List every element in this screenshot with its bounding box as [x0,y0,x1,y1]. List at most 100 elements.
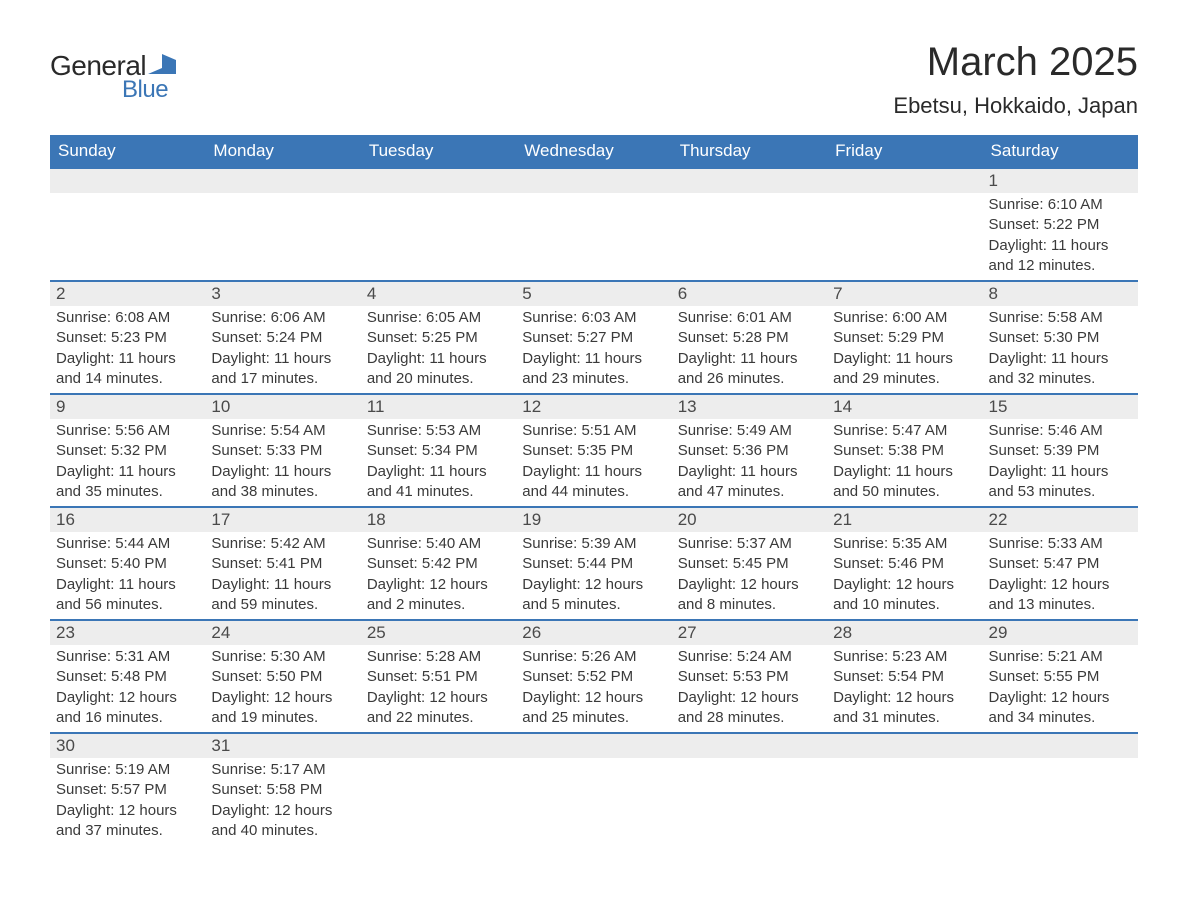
header: General Blue March 2025 Ebetsu, Hokkaido… [50,40,1138,119]
day-data: Sunrise: 5:31 AMSunset: 5:48 PMDaylight:… [50,645,205,732]
day-number: 29 [983,621,1138,645]
day-dl2: and 56 minutes. [56,595,199,615]
day-number: 12 [516,395,671,419]
day-sunset: Sunset: 5:32 PM [56,441,199,461]
calendar-table: Sunday Monday Tuesday Wednesday Thursday… [50,135,1138,845]
day-dl1: Daylight: 12 hours [989,575,1132,595]
day-data: Sunrise: 5:47 AMSunset: 5:38 PMDaylight:… [827,419,982,506]
day-data [205,193,360,280]
day-data: Sunrise: 6:06 AMSunset: 5:24 PMDaylight:… [205,306,360,393]
day-number: 4 [361,282,516,306]
day-sunrise: Sunrise: 5:42 AM [211,534,354,554]
day-sunrise: Sunrise: 5:33 AM [989,534,1132,554]
day-dl2: and 37 minutes. [56,821,199,841]
calendar-cell: 16Sunrise: 5:44 AMSunset: 5:40 PMDayligh… [50,507,205,620]
calendar-week-row: 23Sunrise: 5:31 AMSunset: 5:48 PMDayligh… [50,620,1138,733]
day-sunset: Sunset: 5:29 PM [833,328,976,348]
day-dl2: and 22 minutes. [367,708,510,728]
calendar-cell [50,168,205,281]
day-dl1: Daylight: 11 hours [56,575,199,595]
day-sunset: Sunset: 5:54 PM [833,667,976,687]
day-data: Sunrise: 6:08 AMSunset: 5:23 PMDaylight:… [50,306,205,393]
day-sunrise: Sunrise: 6:03 AM [522,308,665,328]
day-sunset: Sunset: 5:40 PM [56,554,199,574]
day-dl1: Daylight: 12 hours [522,688,665,708]
day-number: 10 [205,395,360,419]
day-number: 7 [827,282,982,306]
day-dl1: Daylight: 11 hours [989,462,1132,482]
title-block: March 2025 Ebetsu, Hokkaido, Japan [893,40,1138,119]
day-number: 19 [516,508,671,532]
day-number [361,169,516,193]
calendar-cell: 27Sunrise: 5:24 AMSunset: 5:53 PMDayligh… [672,620,827,733]
day-dl2: and 10 minutes. [833,595,976,615]
day-sunset: Sunset: 5:23 PM [56,328,199,348]
day-sunset: Sunset: 5:55 PM [989,667,1132,687]
calendar-cell: 28Sunrise: 5:23 AMSunset: 5:54 PMDayligh… [827,620,982,733]
day-number [205,169,360,193]
day-sunset: Sunset: 5:51 PM [367,667,510,687]
day-dl1: Daylight: 11 hours [367,462,510,482]
day-number: 17 [205,508,360,532]
calendar-cell: 14Sunrise: 5:47 AMSunset: 5:38 PMDayligh… [827,394,982,507]
day-number: 24 [205,621,360,645]
day-sunrise: Sunrise: 5:46 AM [989,421,1132,441]
calendar-cell: 3Sunrise: 6:06 AMSunset: 5:24 PMDaylight… [205,281,360,394]
weekday-header-row: Sunday Monday Tuesday Wednesday Thursday… [50,135,1138,168]
calendar-cell: 19Sunrise: 5:39 AMSunset: 5:44 PMDayligh… [516,507,671,620]
day-sunrise: Sunrise: 5:39 AM [522,534,665,554]
col-wednesday: Wednesday [516,135,671,168]
day-dl1: Daylight: 11 hours [989,236,1132,256]
day-data [361,758,516,838]
day-dl2: and 17 minutes. [211,369,354,389]
col-monday: Monday [205,135,360,168]
day-data: Sunrise: 6:03 AMSunset: 5:27 PMDaylight:… [516,306,671,393]
calendar-week-row: 2Sunrise: 6:08 AMSunset: 5:23 PMDaylight… [50,281,1138,394]
day-number: 16 [50,508,205,532]
day-sunset: Sunset: 5:24 PM [211,328,354,348]
day-data [672,758,827,838]
day-data: Sunrise: 5:53 AMSunset: 5:34 PMDaylight:… [361,419,516,506]
calendar-cell: 30Sunrise: 5:19 AMSunset: 5:57 PMDayligh… [50,733,205,845]
day-dl1: Daylight: 11 hours [211,462,354,482]
calendar-cell: 29Sunrise: 5:21 AMSunset: 5:55 PMDayligh… [983,620,1138,733]
day-dl2: and 20 minutes. [367,369,510,389]
day-sunset: Sunset: 5:25 PM [367,328,510,348]
calendar-cell: 9Sunrise: 5:56 AMSunset: 5:32 PMDaylight… [50,394,205,507]
day-sunrise: Sunrise: 6:06 AM [211,308,354,328]
day-data: Sunrise: 5:26 AMSunset: 5:52 PMDaylight:… [516,645,671,732]
calendar-cell [672,168,827,281]
day-data: Sunrise: 6:00 AMSunset: 5:29 PMDaylight:… [827,306,982,393]
day-sunrise: Sunrise: 5:31 AM [56,647,199,667]
brand-text-blue: Blue [122,76,168,104]
day-dl1: Daylight: 11 hours [833,349,976,369]
calendar-week-row: 9Sunrise: 5:56 AMSunset: 5:32 PMDaylight… [50,394,1138,507]
day-dl1: Daylight: 12 hours [56,688,199,708]
day-dl2: and 29 minutes. [833,369,976,389]
day-data: Sunrise: 6:05 AMSunset: 5:25 PMDaylight:… [361,306,516,393]
day-number: 18 [361,508,516,532]
day-dl1: Daylight: 11 hours [211,349,354,369]
calendar-cell: 5Sunrise: 6:03 AMSunset: 5:27 PMDaylight… [516,281,671,394]
day-dl2: and 26 minutes. [678,369,821,389]
calendar-cell [672,733,827,845]
day-sunrise: Sunrise: 5:17 AM [211,760,354,780]
day-sunrise: Sunrise: 6:01 AM [678,308,821,328]
day-sunrise: Sunrise: 5:23 AM [833,647,976,667]
day-sunset: Sunset: 5:52 PM [522,667,665,687]
day-sunrise: Sunrise: 6:00 AM [833,308,976,328]
brand-logo: General Blue [50,50,176,104]
day-sunset: Sunset: 5:35 PM [522,441,665,461]
day-dl1: Daylight: 11 hours [522,349,665,369]
day-sunrise: Sunrise: 6:05 AM [367,308,510,328]
day-number: 3 [205,282,360,306]
calendar-cell: 22Sunrise: 5:33 AMSunset: 5:47 PMDayligh… [983,507,1138,620]
day-dl2: and 2 minutes. [367,595,510,615]
calendar-cell: 23Sunrise: 5:31 AMSunset: 5:48 PMDayligh… [50,620,205,733]
day-dl2: and 34 minutes. [989,708,1132,728]
day-sunset: Sunset: 5:34 PM [367,441,510,461]
day-sunset: Sunset: 5:27 PM [522,328,665,348]
day-data: Sunrise: 5:17 AMSunset: 5:58 PMDaylight:… [205,758,360,845]
day-sunrise: Sunrise: 6:10 AM [989,195,1132,215]
day-data: Sunrise: 5:46 AMSunset: 5:39 PMDaylight:… [983,419,1138,506]
